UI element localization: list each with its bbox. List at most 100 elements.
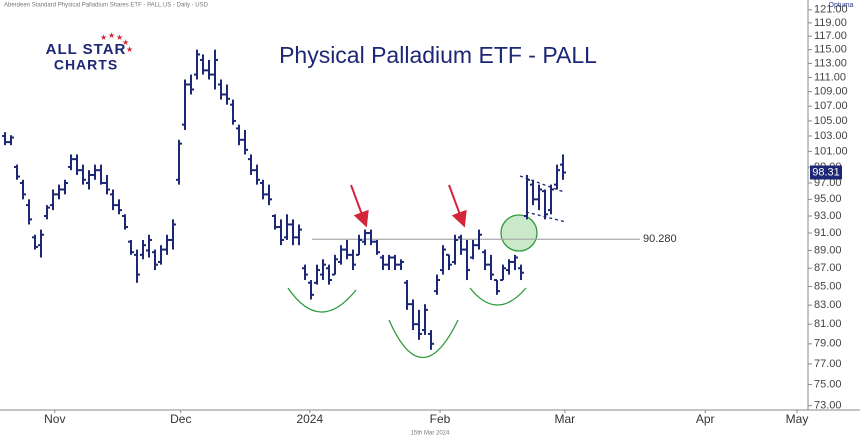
ohlc-bar <box>524 174 530 220</box>
logo-stars: ★ ★ ★ ★ ★ <box>100 31 133 54</box>
ohlc-bar <box>170 219 176 250</box>
ohlc-bar <box>86 170 92 190</box>
ohlc-bar <box>290 219 296 246</box>
ohlc-bar <box>386 254 392 271</box>
pattern-arcs <box>287 287 527 359</box>
ohlc-bar <box>530 179 536 206</box>
ohlc-bar <box>2 132 8 146</box>
ohlc-bar <box>350 249 356 271</box>
ohlc-bar <box>416 309 422 340</box>
y-tick-label: 121.00 <box>814 4 848 16</box>
ohlc-bar <box>56 184 62 200</box>
ohlc-bar <box>278 219 284 246</box>
arrow <box>448 184 467 228</box>
ohlc-bar <box>458 234 464 255</box>
y-tick-label: 97.00 <box>814 177 842 189</box>
ohlc-bar <box>446 253 452 271</box>
ohlc-bar <box>320 259 326 281</box>
ohlc-bar <box>218 79 224 100</box>
x-tick-label: Dec <box>170 412 191 426</box>
ohlc-bar <box>428 330 434 350</box>
ohlc-bar <box>236 124 242 146</box>
y-tick-label: 85.00 <box>814 280 842 292</box>
ohlc-bar <box>392 254 398 271</box>
ohlc-bar <box>344 239 350 260</box>
ohlc-bar <box>554 164 560 190</box>
y-tick-label: 95.00 <box>814 193 842 205</box>
ohlc-bar <box>98 164 104 185</box>
last-price-label: 98.31 <box>812 166 840 178</box>
ohlc-bar <box>512 254 518 271</box>
ohlc-bar <box>560 154 566 180</box>
ohlc-bar <box>326 264 332 285</box>
ohlc-bar <box>536 184 542 211</box>
y-tick-label: 87.00 <box>814 262 842 274</box>
ohlc-bar <box>8 135 14 146</box>
x-tick-label: May <box>786 412 809 426</box>
ohlc-bar <box>476 229 482 250</box>
y-tick-label: 103.00 <box>814 130 848 142</box>
logo-line: CHARTS <box>54 57 118 73</box>
ohlc-bar <box>176 139 182 185</box>
header-text: Aberdeen Standard Physical Palladium Sha… <box>4 3 209 9</box>
ohlc-bar <box>296 224 302 246</box>
ohlc-bar <box>140 239 146 260</box>
ohlc-bar <box>134 249 140 283</box>
ohlc-bar <box>332 254 338 276</box>
ohlc-bar <box>380 254 386 271</box>
ohlc-bar <box>164 234 170 255</box>
ohlc-bar <box>434 274 440 295</box>
ohlc-bar <box>110 189 116 211</box>
head-arc <box>388 319 459 359</box>
right-shoulder-arc <box>469 287 527 306</box>
ohlc-bar <box>62 179 68 195</box>
brand: Optuma <box>829 2 854 9</box>
star: ★ <box>108 31 115 40</box>
ohlc-bar <box>518 264 524 281</box>
ohlc-bar <box>356 234 362 256</box>
ohlc-bar <box>200 54 206 75</box>
x-tick-label: Feb <box>430 412 451 426</box>
ohlc-bar <box>452 234 458 265</box>
y-tick-label: 83.00 <box>814 299 842 311</box>
ohlc-bar <box>266 184 272 206</box>
ohlc-bar <box>272 214 278 230</box>
y-tick-label: 117.00 <box>814 30 847 42</box>
x-tick-label: Nov <box>44 412 65 426</box>
ohlc-bar <box>494 279 500 295</box>
ohlc-bar <box>26 199 32 225</box>
y-tick-label: 107.00 <box>814 100 848 112</box>
ohlc-bar <box>122 214 128 230</box>
star: ★ <box>100 33 107 42</box>
ohlc-bar <box>194 49 200 80</box>
ohlc-bar <box>506 259 512 275</box>
ohlc-bar <box>68 154 74 171</box>
ohlc-bar <box>14 164 20 180</box>
ohlc-bar <box>308 280 314 300</box>
star: ★ <box>122 38 129 47</box>
ohlc-bar <box>152 249 158 271</box>
ohlc-bar <box>398 259 404 271</box>
y-tick-label: 111.00 <box>814 71 846 83</box>
logo: ALL STAR CHARTS ★ ★ ★ ★ ★ <box>46 31 134 73</box>
ohlc-bar <box>422 304 428 335</box>
ohlc-bar <box>116 199 122 215</box>
ohlc-bar <box>128 239 134 255</box>
y-tick-label: 77.00 <box>814 358 842 370</box>
ohlc-bar <box>470 239 476 260</box>
ohlc-bar <box>92 164 98 180</box>
ohlc-bar <box>146 234 152 258</box>
star: ★ <box>126 45 133 54</box>
ohlc-bar <box>338 245 344 265</box>
ohlc-bar <box>80 164 86 185</box>
ohlc-bar <box>44 205 50 220</box>
ohlc-bar <box>50 189 56 211</box>
y-tick-label: 101.00 <box>814 145 848 157</box>
y-tick-label: 93.00 <box>814 210 842 222</box>
ohlc-bar <box>242 129 248 155</box>
ohlc-bar <box>548 184 554 215</box>
ohlc-bar <box>248 154 254 175</box>
ohlc-bar <box>440 245 446 275</box>
y-tick-label: 115.00 <box>814 44 847 56</box>
